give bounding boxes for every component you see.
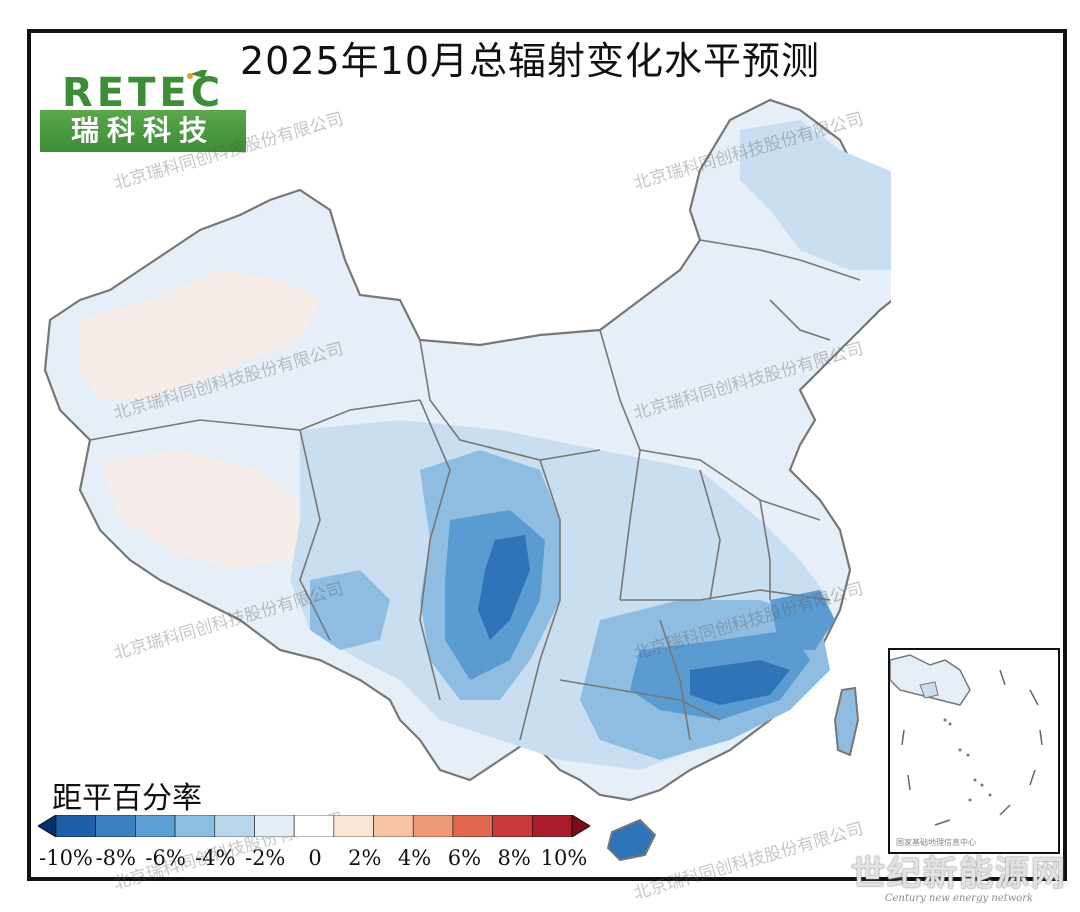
legend-tick-label: 0 — [308, 846, 322, 870]
legend-swatch — [135, 815, 176, 837]
map-title: 2025年10月总辐射变化水平预测 — [239, 39, 821, 83]
south-china-sea-inset: 国家基础地理信息中心 — [888, 648, 1060, 854]
guangdong-deep-blue — [690, 660, 790, 705]
legend-color-bar — [38, 815, 590, 837]
logo-chinese-name: 瑞科科技 — [40, 110, 246, 152]
xinjiang-warm-zone — [80, 270, 320, 400]
site-watermark-subtitle: Century new energy network — [884, 893, 1034, 904]
legend-tick-label: -8% — [95, 846, 137, 870]
legend-swatch — [214, 815, 255, 837]
legend-tick-label: -4% — [195, 846, 236, 870]
china-radiation-map — [43, 98, 891, 862]
legend-swatch — [174, 815, 216, 837]
legend-tick-label: -10% — [39, 846, 93, 870]
legend-tick-label: -2% — [244, 846, 286, 870]
legend-tick-label: 8% — [497, 846, 531, 870]
legend-swatch — [492, 815, 533, 837]
svg-text:RETEC: RETEC — [62, 70, 224, 110]
legend-tick-label: -6% — [145, 846, 186, 870]
legend-tick-label: 10% — [540, 846, 588, 870]
retec-logo: RETEC 瑞科科技 — [40, 48, 246, 152]
legend-swatch — [452, 815, 493, 837]
retec-wordmark: RETEC — [62, 70, 224, 110]
legend-title: 距平百分率 — [52, 781, 202, 816]
legend-swatch — [333, 815, 374, 837]
legend-tick-label: 2% — [348, 846, 382, 870]
legend-tick-labels: -10% -8% -6% -4% -2% 0 2% 4% 6% 8% 10% — [36, 846, 596, 874]
inset-source-note: 国家基础地理信息中心 — [896, 838, 976, 847]
site-watermark-name: 世纪新能源网 — [851, 854, 1067, 894]
legend-tick-label: 6% — [447, 846, 482, 870]
northeast-light-blue — [740, 120, 891, 270]
legend-swatch — [373, 815, 414, 837]
provincial-boundaries — [89, 239, 861, 741]
legend-swatch — [412, 815, 454, 837]
fujian-strong-blue — [770, 590, 835, 650]
hainan-island — [606, 818, 657, 862]
legend-swatch — [254, 815, 295, 837]
legend-swatch — [571, 815, 590, 837]
tibet-mid-blue — [310, 570, 390, 650]
legend-swatch — [38, 815, 57, 837]
legend-swatch — [293, 815, 335, 837]
inset-map — [889, 654, 1043, 826]
site-watermark: 世纪新能源网 Century new energy network — [848, 855, 1070, 907]
legend-tick-label: 4% — [397, 846, 432, 870]
taiwan-island — [833, 686, 860, 757]
legend-swatch — [55, 815, 96, 837]
legend-swatch — [532, 815, 573, 837]
legend-swatch — [95, 815, 136, 837]
tarim-warm-zone — [100, 450, 310, 570]
sichuan-deep-blue — [478, 535, 530, 640]
